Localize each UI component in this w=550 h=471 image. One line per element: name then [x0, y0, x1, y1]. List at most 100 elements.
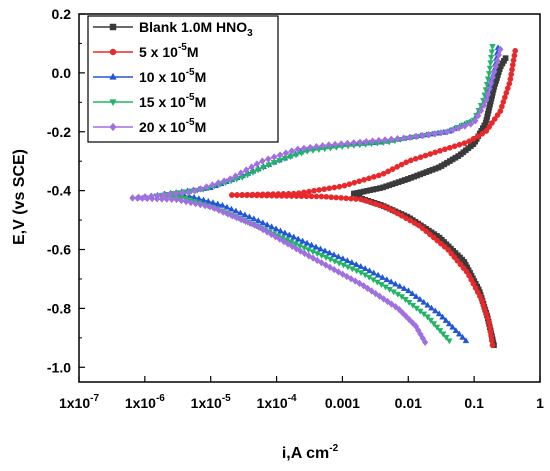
data-point: [148, 192, 155, 200]
legend-label: Blank 1.0M HNO3: [139, 19, 253, 39]
data-point: [435, 310, 443, 317]
data-point: [214, 200, 222, 207]
y-tick-label: -0.8: [47, 300, 71, 316]
data-point: [360, 282, 367, 290]
series-cathodic-line: [353, 193, 495, 346]
data-point: [392, 302, 399, 311]
data-point: [446, 144, 453, 151]
data-point: [398, 161, 405, 168]
data-point: [301, 249, 308, 258]
data-point: [272, 225, 280, 232]
data-point: [420, 311, 428, 318]
data-point: [191, 187, 198, 195]
data-point: [357, 262, 365, 269]
data-point: [259, 191, 266, 198]
data-point: [507, 76, 514, 82]
data-point: [356, 279, 363, 288]
data-point: [292, 152, 300, 159]
data-point: [249, 191, 256, 198]
x-axis-title-text: i,A cm: [282, 445, 329, 462]
data-point: [356, 138, 364, 147]
legend-label: 15 x 10-5M: [139, 92, 206, 110]
data-point: [402, 297, 409, 304]
data-point: [432, 307, 439, 314]
data-point: [330, 265, 338, 274]
data-point: [129, 194, 136, 202]
data-point: [512, 47, 519, 54]
data-point: [326, 263, 334, 272]
data-point: [409, 319, 416, 327]
data-point: [163, 195, 170, 203]
data-point: [233, 213, 240, 222]
data-point: [322, 261, 329, 269]
data-point: [497, 45, 504, 54]
data-point: [323, 193, 330, 200]
data-point: [437, 129, 445, 137]
data-point: [263, 221, 271, 228]
data-point: [141, 192, 149, 201]
data-point: [428, 304, 435, 311]
data-point: [287, 154, 294, 161]
data-point: [400, 134, 407, 142]
data-point: [439, 313, 446, 320]
data-point: [438, 240, 444, 247]
x-axis-title-sup: -2: [329, 443, 338, 454]
data-point: [154, 191, 161, 200]
data-point: [308, 241, 315, 248]
data-point: [343, 272, 351, 281]
data-point: [451, 143, 458, 150]
data-point: [495, 51, 503, 59]
data-point: [335, 268, 342, 276]
data-point: [400, 284, 408, 291]
data-point: [445, 247, 452, 253]
data-point: [246, 213, 253, 220]
data-point: [485, 71, 493, 78]
x-tick-label: 0.1: [464, 395, 484, 411]
data-point: [416, 308, 424, 315]
data-point: [398, 294, 406, 301]
data-point: [294, 145, 301, 154]
data-point: [502, 55, 509, 62]
data-point: [486, 65, 494, 72]
data-point: [284, 240, 292, 248]
data-point: [466, 138, 472, 145]
data-point: [366, 267, 373, 274]
data-point: [255, 217, 262, 224]
data-point: [211, 204, 218, 213]
data-point: [265, 191, 271, 198]
data-point: [322, 255, 330, 261]
legend-label: 10 x 10-5M: [139, 67, 206, 85]
data-point: [427, 151, 434, 157]
data-point: [436, 328, 444, 335]
data-point: [313, 142, 320, 151]
data-point: [331, 258, 339, 265]
x-tick-label: 0.01: [395, 395, 422, 411]
data-point: [421, 338, 429, 347]
data-point: [417, 154, 424, 161]
data-point: [296, 243, 304, 250]
data-point: [281, 156, 289, 163]
data-point: [385, 168, 391, 175]
data-point: [508, 71, 515, 78]
y-tick-label: 0.2: [52, 6, 72, 22]
data-point: [491, 68, 498, 76]
data-point: [403, 159, 410, 166]
data-point: [109, 72, 117, 80]
data-point: [326, 185, 333, 192]
data-point: [297, 247, 304, 255]
data-point: [339, 270, 346, 278]
series-cathodic-line: [164, 193, 467, 342]
data-point: [358, 196, 364, 203]
data-point: [201, 201, 209, 210]
data-point: [367, 199, 374, 206]
data-point: [309, 254, 317, 262]
data-point: [290, 190, 297, 197]
data-point: [311, 187, 317, 194]
data-point: [286, 231, 293, 238]
data-point: [408, 157, 414, 164]
data-point: [246, 219, 254, 228]
data-point: [474, 133, 481, 140]
data-point: [348, 259, 356, 265]
data-point: [389, 166, 396, 172]
